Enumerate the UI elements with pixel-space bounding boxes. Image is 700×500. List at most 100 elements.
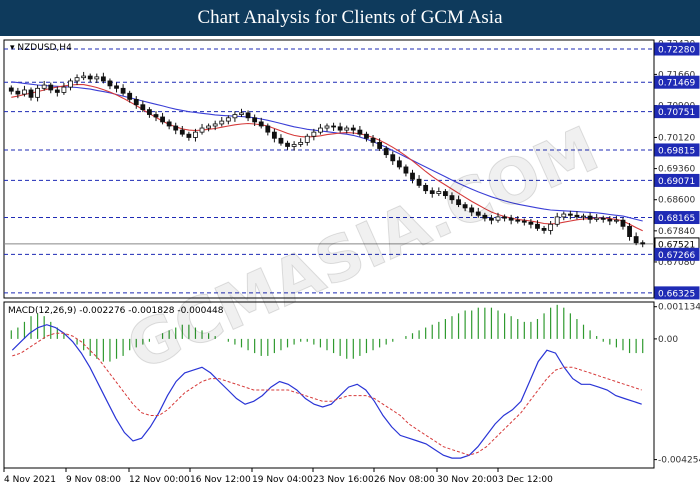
candle — [370, 135, 376, 147]
candle-body — [160, 116, 165, 123]
level-tag — [654, 211, 700, 225]
candle-body — [331, 125, 336, 128]
candle — [199, 123, 205, 135]
level-tag — [654, 42, 700, 56]
candle-body — [120, 87, 126, 94]
price-tick-label: 0.69360 — [658, 165, 695, 175]
candle-body — [61, 86, 67, 93]
candle — [350, 124, 356, 135]
macd-label: MACD(12,26,9) -0.002276 -0.001828 -0.000… — [8, 306, 224, 316]
macd-tick-label: 0.00 — [658, 335, 678, 345]
candle — [285, 140, 290, 150]
candle-body — [410, 172, 415, 180]
candle — [68, 78, 73, 91]
candle — [35, 85, 40, 102]
candle — [94, 73, 100, 83]
candle — [548, 221, 554, 235]
candle-body — [344, 127, 350, 131]
candle — [410, 169, 415, 184]
candle-body — [383, 148, 389, 156]
candle-body — [495, 216, 501, 221]
candle-body — [607, 218, 613, 222]
candle — [120, 84, 126, 96]
candle-body — [265, 125, 271, 133]
candle — [495, 212, 501, 223]
macd-tick-label: 0.001134 — [658, 303, 700, 313]
price-tick-label: 0.68600 — [658, 196, 695, 206]
candle-body — [173, 125, 179, 131]
time-tick-label: 19 Nov 04:00 — [252, 475, 313, 485]
level-tag — [654, 75, 700, 89]
candle-body — [370, 137, 376, 143]
candle — [456, 195, 461, 208]
price-panel: 0.724200.716600.709000.701200.693600.686… — [3, 39, 700, 300]
candle — [541, 225, 547, 234]
candle — [153, 111, 159, 122]
candle-body — [561, 213, 567, 218]
candle — [403, 164, 409, 177]
candle-body — [462, 204, 468, 209]
candle-body — [28, 89, 34, 98]
level-label: 0.66325 — [658, 289, 695, 299]
candle — [160, 112, 165, 125]
price-tick-label: 0.67080 — [658, 258, 695, 268]
time-tick-label: 12 Nov 00:00 — [129, 475, 190, 485]
candle — [462, 202, 468, 212]
candle — [291, 141, 297, 151]
candle — [15, 87, 21, 99]
candle-body — [193, 131, 198, 138]
macd-main-line — [11, 324, 642, 459]
candle — [186, 131, 192, 141]
candle-body — [548, 223, 554, 231]
candle-body — [469, 207, 475, 213]
candle-body — [429, 190, 435, 194]
candle — [515, 216, 521, 224]
candle-body — [81, 75, 87, 79]
candle-body — [442, 191, 448, 197]
candle — [574, 211, 580, 220]
candle-body — [35, 87, 40, 98]
candle — [331, 122, 336, 131]
candle — [147, 107, 152, 118]
candle-body — [620, 219, 626, 227]
candle-body — [219, 120, 225, 125]
candle — [271, 128, 277, 143]
candle — [22, 85, 27, 97]
candle-body — [22, 89, 27, 95]
candle-body — [127, 92, 133, 100]
candle-body — [8, 87, 14, 92]
candle — [587, 212, 593, 224]
candle — [390, 151, 396, 165]
time-tick-label: 26 Nov 08:00 — [374, 475, 435, 485]
candle-body — [377, 141, 383, 149]
candle — [364, 131, 369, 142]
macd-tick-label: -0.004254 — [658, 456, 700, 466]
candle-body — [133, 98, 139, 106]
candle — [114, 82, 119, 93]
candle — [377, 138, 383, 151]
candle — [475, 207, 481, 218]
candle — [87, 73, 93, 83]
candle-body — [252, 117, 258, 123]
candle-body — [403, 166, 409, 174]
candle-body — [633, 236, 639, 244]
candle-body — [94, 76, 100, 80]
time-tick-label: 3 Dec 12:00 — [498, 475, 553, 485]
candle-body — [502, 216, 507, 219]
candle-body — [587, 215, 593, 220]
candle — [561, 211, 567, 221]
price-tick-label: 0.70120 — [658, 133, 695, 143]
candle — [337, 122, 343, 133]
candle-body — [107, 80, 113, 87]
candle — [502, 214, 507, 222]
candle — [265, 123, 271, 136]
candle-body — [179, 129, 185, 135]
candle-body — [554, 216, 560, 225]
candle-body — [239, 112, 244, 115]
candle — [416, 175, 422, 188]
candle — [640, 240, 646, 248]
candle-body — [147, 109, 152, 115]
level-label: 0.68165 — [658, 214, 695, 224]
candle — [212, 120, 218, 131]
candle-body — [206, 125, 212, 129]
